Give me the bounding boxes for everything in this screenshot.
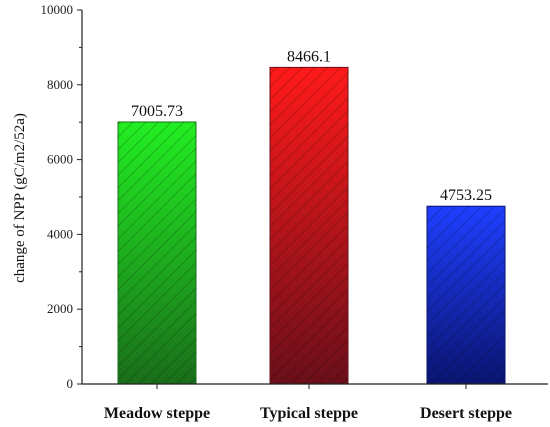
- y-axis: 0 2000 4000 6000 8000 10000: [41, 2, 83, 391]
- data-label: 4753.25: [440, 187, 492, 204]
- x-tick-label: Typical steppe: [260, 405, 358, 422]
- data-labels: 7005.73 8466.1 4753.25: [131, 48, 492, 204]
- y-tick-label: 6000: [47, 152, 73, 167]
- bar-hatch: [118, 121, 196, 385]
- x-axis: Meadow steppe Typical steppe Desert steppe: [82, 383, 548, 422]
- y-axis-title: change of NPP (gC/m2/52a): [12, 113, 28, 283]
- y-tick-label: 4000: [47, 226, 73, 241]
- bars-group: [117, 66, 506, 385]
- data-label: 8466.1: [287, 48, 331, 65]
- x-tick-label: Meadow steppe: [104, 405, 210, 422]
- y-tick-label: 8000: [47, 77, 73, 92]
- y-tick-label: 2000: [47, 301, 73, 316]
- data-label: 7005.73: [131, 103, 183, 120]
- y-tick-label: 0: [67, 376, 74, 391]
- y-tick-label: 10000: [41, 2, 74, 17]
- bar-desert-steppe: [426, 205, 506, 385]
- bar-typical-steppe: [269, 66, 349, 385]
- bar-hatch: [270, 67, 348, 384]
- bar-hatch: [427, 206, 505, 384]
- x-tick-label: Desert steppe: [420, 405, 512, 422]
- bar-meadow-steppe: [117, 121, 197, 385]
